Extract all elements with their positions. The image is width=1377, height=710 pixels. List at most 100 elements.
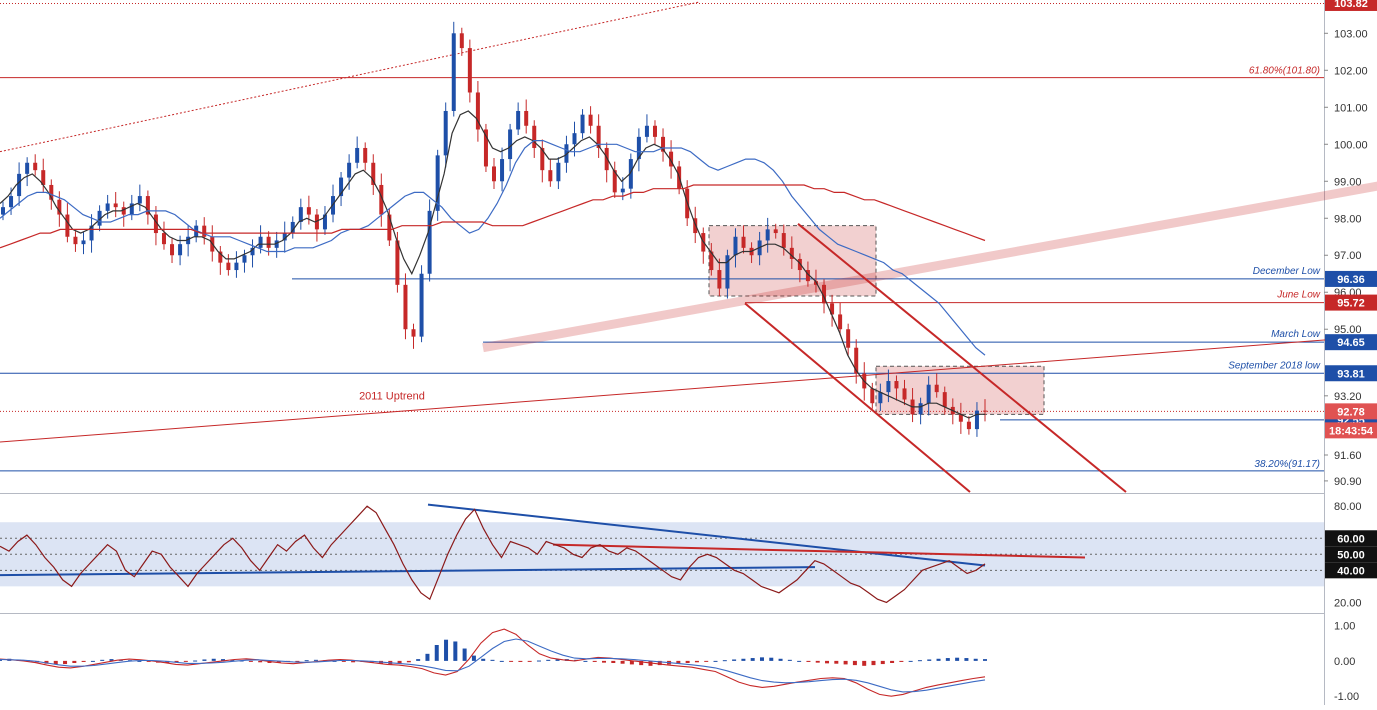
price-axis-tick: 99.00 bbox=[1334, 176, 1362, 188]
candle-body bbox=[411, 329, 416, 337]
candle-body bbox=[355, 147, 360, 163]
uptrend-label: 2011 Uptrend bbox=[359, 391, 425, 403]
rsi-falling-trendline bbox=[427, 503, 986, 567]
candle-body bbox=[129, 203, 134, 215]
price-axis-tick: 102.00 bbox=[1334, 65, 1368, 77]
candle-body bbox=[588, 114, 593, 126]
level-price-tag: 93.81 bbox=[1337, 368, 1365, 380]
candle-body bbox=[693, 218, 698, 234]
macd-histogram-bar bbox=[221, 659, 226, 661]
candle-body bbox=[983, 410, 987, 412]
macd-histogram-bar bbox=[193, 660, 198, 662]
macd-histogram-bar bbox=[945, 658, 950, 661]
level-price-tag: 96.36 bbox=[1337, 274, 1365, 286]
macd-axis-tick: -1.00 bbox=[1334, 691, 1359, 703]
candle-body bbox=[266, 236, 271, 248]
level-price-tag-box bbox=[1325, 334, 1377, 351]
macd-histogram-bar bbox=[955, 657, 960, 661]
candle-body bbox=[781, 233, 786, 248]
candle-body bbox=[709, 251, 714, 271]
macd-histogram-bar bbox=[258, 660, 263, 663]
macd-histogram-bar bbox=[518, 660, 523, 662]
macd-histogram-bar bbox=[908, 660, 913, 662]
macd-histogram-bar bbox=[63, 660, 68, 665]
macd-histogram-bar bbox=[657, 660, 662, 666]
price-axis-tick: 90.90 bbox=[1334, 476, 1362, 488]
rsi-level-tag-box bbox=[1325, 546, 1377, 563]
macd-histogram-bar bbox=[927, 659, 932, 661]
rsi-axis-tick: 20.00 bbox=[1334, 597, 1362, 609]
candle-body bbox=[556, 162, 561, 182]
candle-body bbox=[33, 162, 38, 171]
candle-body bbox=[886, 381, 891, 393]
candle-body bbox=[765, 229, 770, 241]
candle-body bbox=[548, 170, 553, 182]
macd-histogram-bar bbox=[890, 660, 895, 663]
rsi-level-tag: 50.00 bbox=[1337, 549, 1365, 561]
macd-histogram-bar bbox=[936, 658, 941, 661]
macd-histogram-bar bbox=[434, 645, 439, 661]
macd-histogram-bar bbox=[862, 660, 867, 666]
candle-body bbox=[508, 129, 513, 160]
fib-level-label: 61.80%(101.80) bbox=[1249, 66, 1320, 77]
candle-body bbox=[475, 92, 480, 130]
macd-histogram-bar bbox=[825, 660, 830, 664]
macd-histogram-bar bbox=[592, 660, 597, 662]
macd-histogram-bar bbox=[44, 660, 49, 664]
candle-body bbox=[379, 184, 384, 215]
macd-histogram-bar bbox=[676, 660, 681, 664]
moving-average-line bbox=[0, 110, 985, 419]
price-axis-tick: 103.00 bbox=[1334, 28, 1368, 40]
candle-body bbox=[73, 236, 78, 245]
candle-body bbox=[459, 33, 464, 49]
macd-histogram-bar bbox=[453, 641, 458, 661]
level-price-tag: 95.72 bbox=[1337, 298, 1365, 310]
level-price-tag-box bbox=[1325, 294, 1377, 311]
candle-body bbox=[830, 303, 835, 315]
candle-body bbox=[218, 251, 223, 263]
macd-histogram-bar bbox=[81, 660, 86, 662]
macd-histogram-bar bbox=[146, 660, 151, 662]
candle-body bbox=[854, 347, 859, 374]
macd-histogram-bar bbox=[685, 660, 690, 663]
candle-body bbox=[741, 236, 746, 248]
macd-histogram-bar bbox=[815, 660, 820, 663]
rsi-line bbox=[0, 505, 986, 604]
macd-histogram-bar bbox=[741, 658, 746, 661]
rising-trend-band bbox=[482, 181, 1377, 353]
macd-histogram-bar bbox=[137, 660, 142, 662]
candle-body bbox=[242, 255, 247, 263]
fib-level-label: 38.20%(91.17) bbox=[1254, 459, 1320, 470]
macd-histogram-bar bbox=[778, 658, 783, 661]
macd-histogram-bar bbox=[787, 659, 792, 661]
macd-histogram-bar bbox=[174, 660, 179, 663]
candle-body bbox=[652, 125, 657, 137]
rsi-axis-tick: 80.00 bbox=[1334, 501, 1362, 513]
macd-histogram-bar bbox=[629, 660, 634, 665]
candle-body bbox=[170, 244, 175, 256]
candle-body bbox=[41, 170, 46, 185]
macd-histogram-bar bbox=[536, 660, 541, 662]
macd-histogram-bar bbox=[202, 659, 207, 661]
candle-body bbox=[789, 247, 794, 259]
macd-histogram-bar bbox=[53, 660, 58, 665]
candle-body bbox=[387, 214, 392, 241]
macd-histogram-bar bbox=[769, 657, 774, 661]
macd-histogram-bar bbox=[852, 660, 857, 666]
channel-upper-line bbox=[797, 223, 1127, 493]
candle-body bbox=[572, 133, 577, 145]
candle-body bbox=[178, 244, 183, 256]
macd-histogram-bar bbox=[100, 659, 105, 661]
candle-body bbox=[636, 136, 641, 160]
candle-body bbox=[483, 129, 488, 167]
candle-body bbox=[234, 262, 239, 271]
rsi-panel bbox=[0, 503, 1324, 604]
candle-body bbox=[161, 233, 166, 245]
macd-line bbox=[0, 628, 986, 697]
top-price-tag-box bbox=[1325, 0, 1377, 11]
macd-histogram-bar bbox=[406, 660, 411, 663]
price-axis-tick: 97.00 bbox=[1334, 250, 1362, 262]
